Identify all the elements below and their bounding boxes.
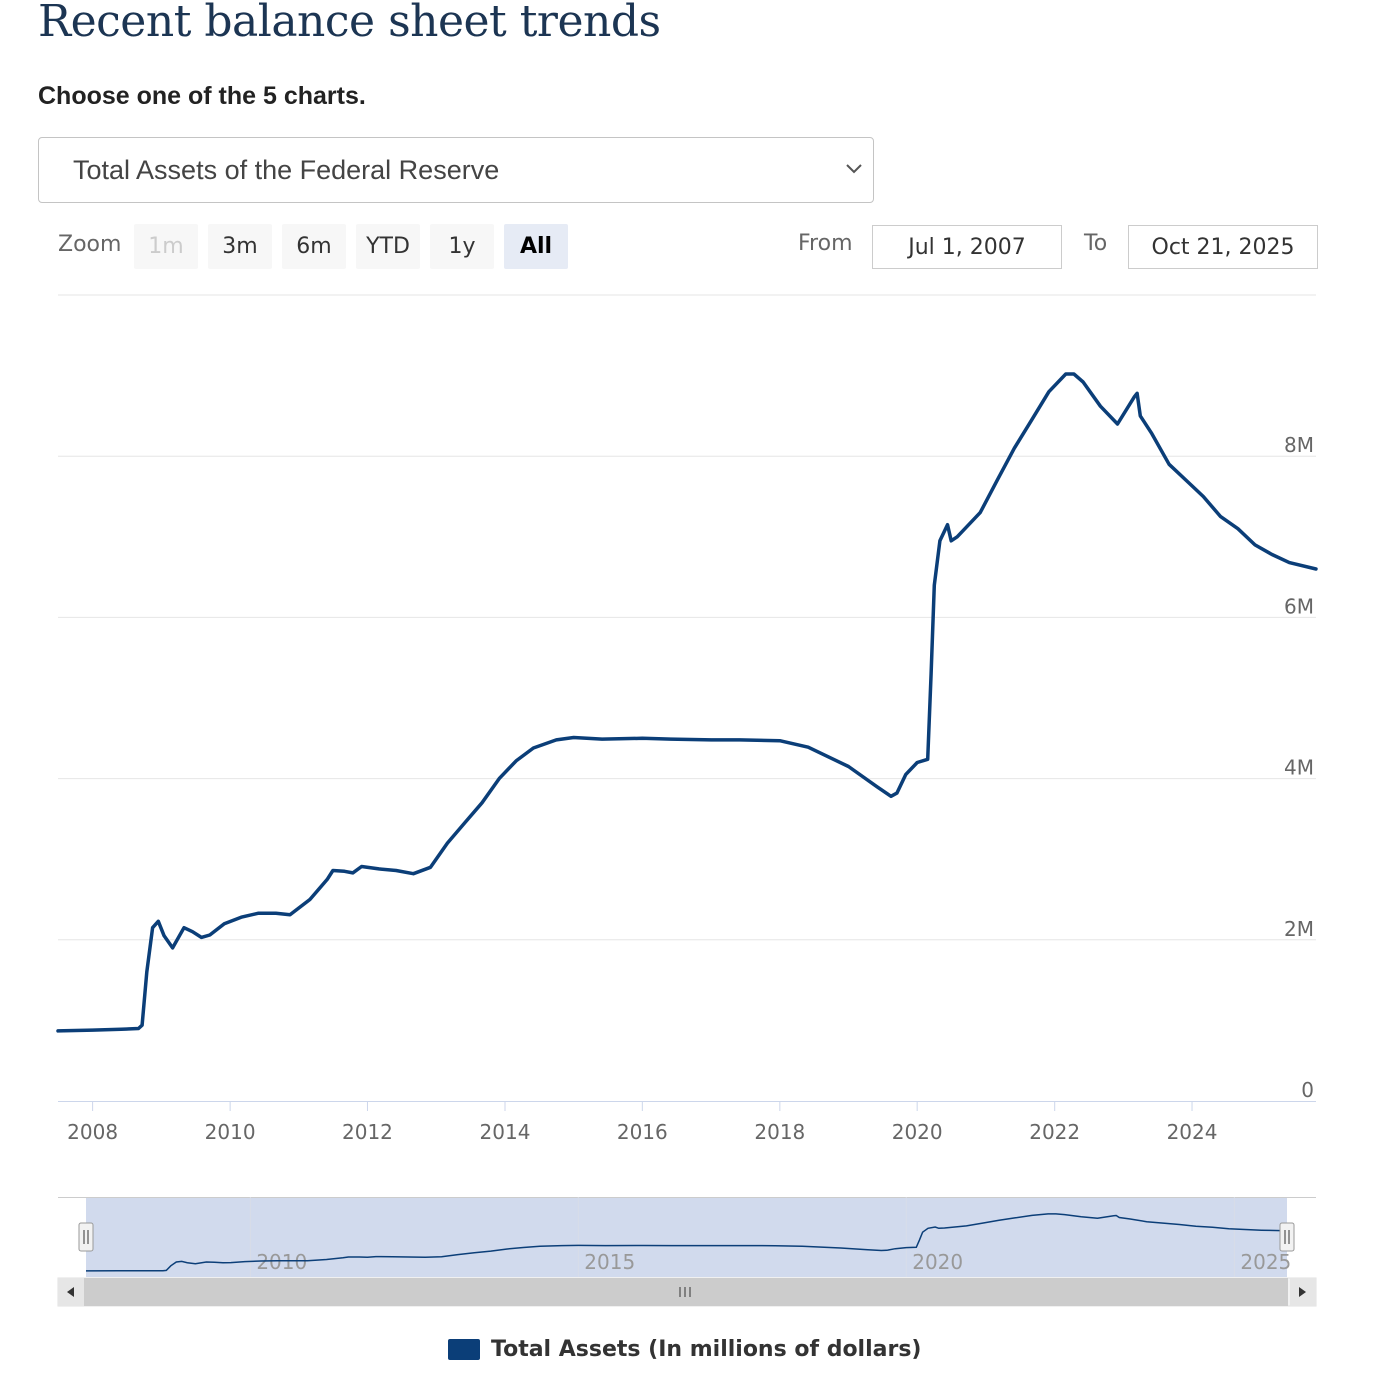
navigator-left-handle[interactable] <box>78 1222 94 1252</box>
navigator-series-line <box>85 1213 1288 1272</box>
total-assets-series-line <box>56 372 1318 1033</box>
zoom-1y-button[interactable]: 1y <box>430 224 494 269</box>
page-title: Recent balance sheet trends <box>38 0 661 47</box>
x-tick-label: 2024 <box>1167 1120 1218 1144</box>
zoom-3m-button[interactable]: 3m <box>208 224 272 269</box>
x-tick-label: 2022 <box>1029 1120 1080 1144</box>
scrollbar-right-button[interactable] <box>1290 1278 1316 1306</box>
x-tick-label: 2012 <box>342 1120 393 1144</box>
y-tick-label: 2M <box>1284 917 1314 941</box>
total-assets-chart: 0 2M 4M 6M 8M 2008 2010 2012 2014 2016 2018 2020 202… <box>56 294 1318 1144</box>
x-tick-label: 2018 <box>754 1120 805 1144</box>
zoom-1m-button[interactable]: 1m <box>134 224 198 269</box>
chart-chooser-label: Choose one of the 5 charts. <box>38 82 366 110</box>
chart-select-dropdown[interactable]: Total Assets of the Federal Reserve <box>38 137 874 203</box>
range-to-input[interactable]: Oct 21, 2025 <box>1128 225 1318 269</box>
range-to-label: To <box>1084 231 1108 256</box>
zoom-label: Zoom <box>58 232 122 257</box>
navigator-handle-body <box>78 1222 94 1252</box>
y-tick-label: 0 <box>1301 1078 1314 1102</box>
navigator-selected-range[interactable] <box>86 1197 1287 1277</box>
zoom-ytd-button[interactable]: YTD <box>356 224 420 269</box>
navigator-right-handle[interactable] <box>1279 1222 1295 1252</box>
chart-select-value: Total Assets of the Federal Reserve <box>73 154 500 185</box>
legend-item-total-assets[interactable]: Total Assets (In millions of dollars) <box>448 1337 921 1362</box>
y-tick-label: 8M <box>1284 433 1314 457</box>
x-tick-label: 2016 <box>617 1120 668 1144</box>
zoom-6m-button[interactable]: 6m <box>282 224 346 269</box>
legend-swatch <box>448 1339 480 1360</box>
chevron-down-icon <box>846 164 862 174</box>
navigator-tick-label: 2025 <box>1240 1250 1291 1274</box>
navigator-tick-label: 2020 <box>912 1250 963 1274</box>
x-tick-label: 2008 <box>67 1120 118 1144</box>
range-from-label: From <box>798 231 853 256</box>
x-tick-label: 2014 <box>480 1120 531 1144</box>
arrow-left-icon <box>67 1287 74 1297</box>
arrow-right-icon <box>1299 1287 1306 1297</box>
scrollbar-track[interactable] <box>57 1277 1317 1307</box>
y-tick-label: 6M <box>1284 594 1314 618</box>
navigator-tick-label: 2015 <box>584 1250 635 1274</box>
range-from-input[interactable]: Jul 1, 2007 <box>872 225 1062 269</box>
x-tick-label: 2020 <box>892 1120 943 1144</box>
navigator-handle-body <box>1279 1222 1295 1252</box>
scrollbar-left-button[interactable] <box>58 1278 84 1306</box>
x-tick-label: 2010 <box>205 1120 256 1144</box>
legend-label: Total Assets (In millions of dollars) <box>491 1337 922 1362</box>
navigator-tick-label: 2010 <box>256 1250 307 1274</box>
zoom-all-button[interactable]: All <box>504 224 568 269</box>
y-tick-label: 4M <box>1284 756 1314 780</box>
scrollbar-thumb[interactable] <box>84 1278 1288 1306</box>
